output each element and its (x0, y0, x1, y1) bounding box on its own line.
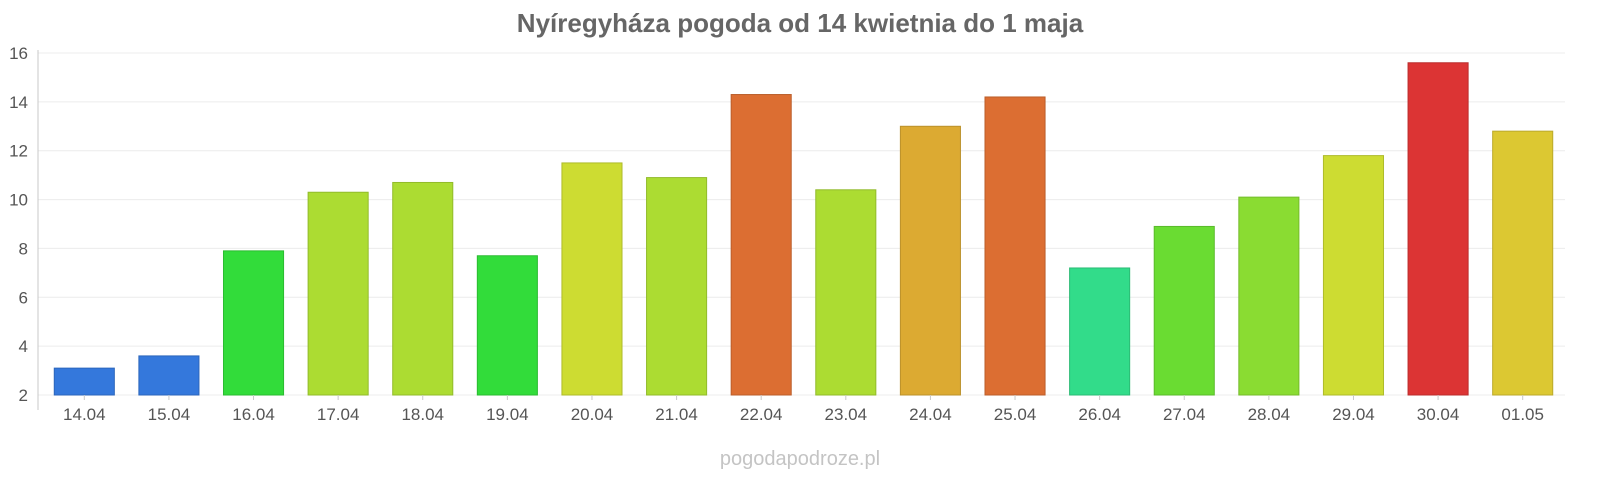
x-tick-label: 17.04 (317, 405, 360, 424)
x-axis-ticks: 14.04 15.04 16.04 17.04 18.04 19.04 20.04 21.04… (63, 395, 1544, 424)
y-tick-label: 14 (9, 93, 28, 112)
y-axis-ticks: 2 4 6 8 10 12 14 16 (9, 44, 28, 405)
bar-19.04 (476, 255, 538, 396)
x-tick-label: 18.04 (401, 405, 444, 424)
x-tick-label: 30.04 (1417, 405, 1460, 424)
x-tick-label: 15.04 (148, 405, 191, 424)
x-tick-label: 28.04 (1248, 405, 1291, 424)
bar-28.04 (1238, 196, 1300, 396)
x-tick-label: 21.04 (655, 405, 698, 424)
bar-21.04 (646, 177, 708, 396)
x-tick-label: 26.04 (1078, 405, 1121, 424)
chart-title: Nyíregyháza pogoda od 14 kwietnia do 1 m… (517, 8, 1084, 38)
bar-14.04 (53, 367, 115, 396)
bar-30.04 (1407, 62, 1469, 396)
y-tick-label: 12 (9, 142, 28, 161)
x-tick-label: 01.05 (1501, 405, 1544, 424)
y-tick-label: 16 (9, 44, 28, 63)
bar-26.04 (1069, 267, 1131, 396)
bar-17.04 (307, 191, 369, 396)
y-tick-label: 8 (19, 239, 28, 258)
bar-01.05 (1492, 130, 1554, 396)
bar-22.04 (730, 94, 792, 396)
grid-lines (38, 52, 1565, 396)
y-tick-label: 6 (19, 288, 28, 307)
x-tick-label: 27.04 (1163, 405, 1206, 424)
x-tick-label: 23.04 (825, 405, 868, 424)
x-tick-label: 29.04 (1332, 405, 1375, 424)
y-tick-label: 2 (19, 386, 28, 405)
x-tick-label: 14.04 (63, 405, 106, 424)
x-tick-label: 20.04 (571, 405, 614, 424)
bars (53, 62, 1554, 396)
bar-24.04 (899, 125, 961, 396)
x-tick-label: 19.04 (486, 405, 529, 424)
x-tick-label: 24.04 (909, 405, 952, 424)
bar-15.04 (138, 355, 200, 396)
watermark: pogodapodroze.pl (720, 448, 880, 470)
bar-20.04 (561, 162, 623, 396)
bar-18.04 (392, 181, 454, 396)
bar-29.04 (1322, 155, 1385, 396)
bar-16.04 (222, 250, 285, 396)
x-tick-label: 16.04 (232, 405, 275, 424)
bar-25.04 (984, 96, 1046, 396)
x-tick-label: 25.04 (994, 405, 1037, 424)
y-tick-label: 10 (9, 191, 28, 210)
bar-27.04 (1153, 225, 1215, 396)
x-tick-label: 22.04 (740, 405, 783, 424)
y-tick-label: 4 (19, 337, 28, 356)
bar-23.04 (815, 189, 877, 396)
